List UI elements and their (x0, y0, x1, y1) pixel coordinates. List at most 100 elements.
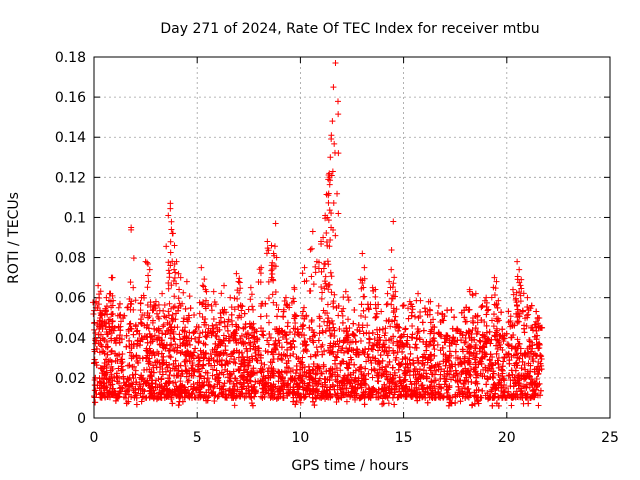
data-point (516, 355, 523, 362)
data-point (247, 345, 254, 352)
data-point (334, 349, 341, 356)
data-point (292, 325, 299, 332)
data-point (406, 356, 413, 363)
data-point (340, 358, 347, 365)
data-point (511, 374, 518, 381)
data-point (252, 352, 259, 359)
data-point (139, 394, 146, 401)
data-point (182, 367, 189, 374)
data-point (164, 364, 171, 371)
data-point (166, 379, 173, 386)
data-point (208, 389, 215, 396)
data-point (211, 397, 218, 404)
data-point (423, 375, 430, 382)
data-point (334, 373, 341, 380)
data-point (137, 390, 144, 397)
data-point (247, 393, 254, 400)
data-point (519, 358, 526, 365)
data-point (449, 363, 456, 370)
data-point (91, 376, 98, 383)
data-point (381, 341, 388, 348)
data-point (404, 333, 411, 340)
data-point (332, 360, 339, 367)
data-point (155, 375, 162, 382)
data-point (330, 383, 337, 390)
data-point (403, 383, 410, 390)
data-point (166, 347, 173, 354)
data-point (534, 363, 541, 370)
data-point (108, 335, 115, 342)
data-point (377, 352, 384, 359)
data-point (472, 325, 479, 332)
data-point (122, 394, 129, 401)
data-point (301, 337, 308, 344)
data-point (407, 350, 414, 357)
data-point (516, 340, 523, 347)
data-point (203, 397, 210, 404)
data-point (340, 337, 347, 344)
data-point (98, 390, 105, 397)
data-point (431, 352, 438, 359)
data-point (186, 329, 193, 336)
data-point (231, 402, 238, 409)
y-tick-label: 0.14 (55, 130, 86, 146)
data-point (463, 329, 470, 336)
data-point (390, 333, 397, 340)
data-point (336, 338, 343, 345)
data-point (295, 390, 302, 397)
data-point (468, 379, 475, 386)
data-point (312, 351, 319, 358)
data-point (360, 307, 367, 314)
data-point (332, 353, 339, 360)
data-point (363, 358, 370, 365)
data-point (536, 367, 543, 374)
data-point (380, 400, 387, 407)
data-point (431, 383, 438, 390)
data-point (489, 361, 496, 368)
data-point (406, 344, 413, 351)
data-point (222, 343, 229, 350)
data-point (116, 374, 123, 381)
data-point (333, 398, 340, 405)
data-point (427, 319, 434, 326)
data-point (462, 334, 469, 341)
y-tick-label: 0 (77, 411, 86, 427)
data-point (366, 336, 373, 343)
data-point (338, 308, 345, 315)
data-point (300, 391, 307, 398)
data-point (323, 368, 330, 375)
data-point (126, 349, 133, 356)
data-point (434, 309, 441, 316)
data-point (301, 368, 308, 375)
data-point (331, 386, 338, 393)
data-point (159, 371, 166, 378)
data-point (389, 375, 396, 382)
data-point (113, 334, 120, 341)
data-point (309, 366, 316, 373)
data-point (182, 351, 189, 358)
data-point (483, 311, 490, 318)
data-point (399, 385, 406, 392)
data-point (381, 367, 388, 374)
data-point (490, 311, 497, 318)
data-point (365, 385, 372, 392)
data-point (449, 325, 456, 332)
data-point (157, 391, 164, 398)
data-point (504, 341, 511, 348)
data-point (529, 324, 536, 331)
data-point (239, 353, 246, 360)
data-point (480, 343, 487, 350)
data-point (209, 366, 216, 373)
data-point (391, 317, 398, 324)
data-point (441, 313, 448, 320)
data-point (250, 334, 257, 341)
data-point (117, 332, 124, 339)
data-point (508, 334, 515, 341)
data-point (290, 351, 297, 358)
data-point (190, 355, 197, 362)
data-point (430, 342, 437, 349)
data-point (253, 356, 260, 363)
y-tick-label: 0.02 (55, 371, 86, 387)
data-point (478, 360, 485, 367)
